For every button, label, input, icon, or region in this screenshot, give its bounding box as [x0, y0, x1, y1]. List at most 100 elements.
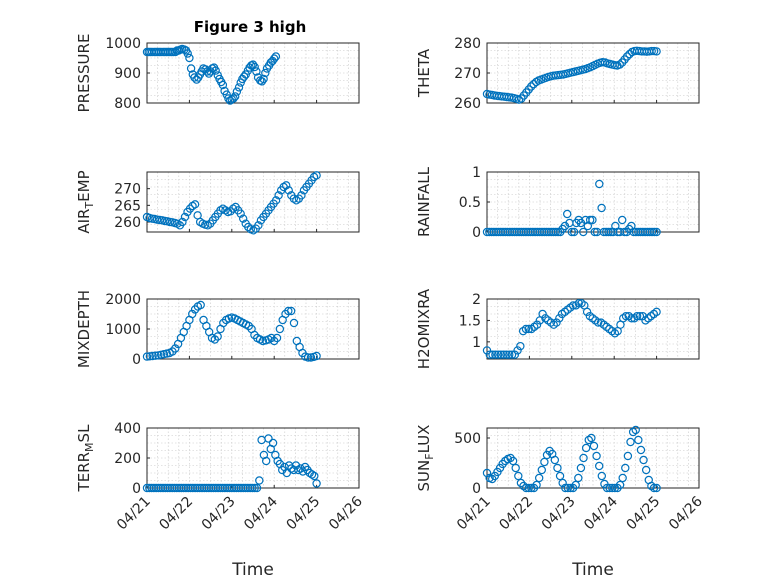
- data-point: [196, 300, 205, 310]
- data-point: [552, 318, 561, 327]
- y-tick-label: 260: [454, 96, 481, 112]
- y-tick-label: 200: [114, 451, 141, 467]
- data-point: [510, 350, 520, 359]
- data-point: [623, 451, 633, 461]
- data-point: [584, 435, 593, 445]
- data-point: [594, 461, 604, 471]
- data-point: [532, 480, 541, 490]
- data-point: [234, 83, 244, 92]
- data-point: [145, 352, 155, 361]
- subplot-7: 0 200 400 04/21 04/22 04/23 04/24 04/25 04/26 TER…: [75, 421, 366, 580]
- data-point: [270, 54, 279, 63]
- data-point: [632, 311, 642, 321]
- data-point: [275, 324, 285, 334]
- y-tick-label: 500: [454, 431, 481, 447]
- data-point: [493, 350, 503, 359]
- data-point: [171, 344, 180, 353]
- subplot-4: 0 0.5 1 RAINFALL: [415, 165, 700, 241]
- data-point: [652, 307, 661, 317]
- data-point: [641, 465, 651, 475]
- y-tick-label: 2: [472, 292, 481, 308]
- data-point: [230, 92, 240, 101]
- data-point: [639, 455, 648, 465]
- data-point: [621, 311, 631, 321]
- subplot-1: 800 900 1000 PRESSURE: [75, 34, 360, 113]
- y-tick-label: 270: [114, 182, 141, 198]
- data-point: [604, 227, 613, 237]
- data-point: [587, 433, 596, 443]
- data-point: [647, 46, 656, 56]
- data-point: [232, 87, 242, 96]
- subplot-8: 0 500 04/21 04/22 04/23 04/24 04/25 04/26 SUNFLU…: [415, 425, 706, 580]
- x-tick-label: 04/23: [539, 494, 579, 534]
- data-point: [597, 471, 607, 481]
- x-tick-label: 04/21: [114, 494, 154, 534]
- y-tick-label: 265: [114, 198, 141, 214]
- data-point: [261, 456, 271, 466]
- data-point: [282, 181, 291, 190]
- y-tick-label: 800: [114, 96, 141, 112]
- y-tick-label: 1000: [105, 36, 141, 52]
- data-point: [252, 67, 261, 76]
- series-markers: [482, 179, 661, 237]
- data-point: [626, 437, 635, 447]
- data-point: [303, 353, 313, 362]
- axes-frame: [486, 427, 700, 489]
- data-point: [627, 314, 636, 323]
- data-point: [255, 476, 264, 485]
- data-point: [188, 309, 197, 319]
- data-point: [482, 468, 492, 478]
- data-point: [590, 227, 599, 237]
- data-point: [248, 483, 257, 493]
- data-point: [236, 209, 245, 218]
- data-point: [647, 481, 656, 491]
- data-point: [527, 82, 536, 91]
- y-axis-label: SUNFLUX: [415, 425, 436, 492]
- data-point: [507, 350, 517, 359]
- data-point: [582, 307, 592, 317]
- data-point: [621, 463, 630, 473]
- data-point: [505, 350, 514, 359]
- data-point: [563, 483, 573, 493]
- data-point: [618, 215, 627, 225]
- data-point: [254, 221, 263, 230]
- data-point: [540, 457, 549, 467]
- y-tick-label: 0: [472, 225, 481, 241]
- series-markers: [142, 44, 281, 105]
- y-tick-label: 0: [472, 481, 481, 497]
- data-point: [568, 301, 578, 310]
- data-point: [563, 209, 572, 219]
- data-point: [551, 227, 560, 237]
- data-point: [250, 62, 259, 72]
- data-point: [602, 483, 612, 493]
- series-markers: [142, 434, 321, 493]
- data-point: [312, 351, 321, 361]
- data-point: [595, 179, 604, 189]
- data-point: [585, 215, 595, 225]
- data-point: [558, 478, 567, 488]
- data-point: [286, 306, 296, 316]
- data-point: [211, 66, 220, 75]
- data-point: [592, 451, 601, 461]
- data-point: [282, 468, 292, 478]
- data-point: [485, 350, 494, 359]
- y-tick-label: 1: [472, 335, 481, 351]
- data-point: [649, 483, 659, 493]
- data-point: [555, 471, 565, 481]
- y-tick-label: 400: [114, 421, 141, 437]
- data-point: [252, 483, 262, 493]
- data-point: [271, 52, 281, 61]
- y-axis-label: PRESSURE: [75, 34, 93, 113]
- y-axis-label: H2OMIXRA: [415, 288, 433, 369]
- data-point: [186, 64, 196, 73]
- y-axis-label: THETA: [415, 48, 433, 98]
- data-point: [628, 427, 638, 437]
- data-point: [312, 479, 321, 488]
- data-point: [561, 483, 570, 493]
- data-point: [239, 72, 249, 81]
- data-point: [142, 352, 152, 361]
- data-point: [499, 350, 508, 359]
- y-tick-label: 1000: [105, 322, 141, 338]
- data-point: [524, 324, 533, 334]
